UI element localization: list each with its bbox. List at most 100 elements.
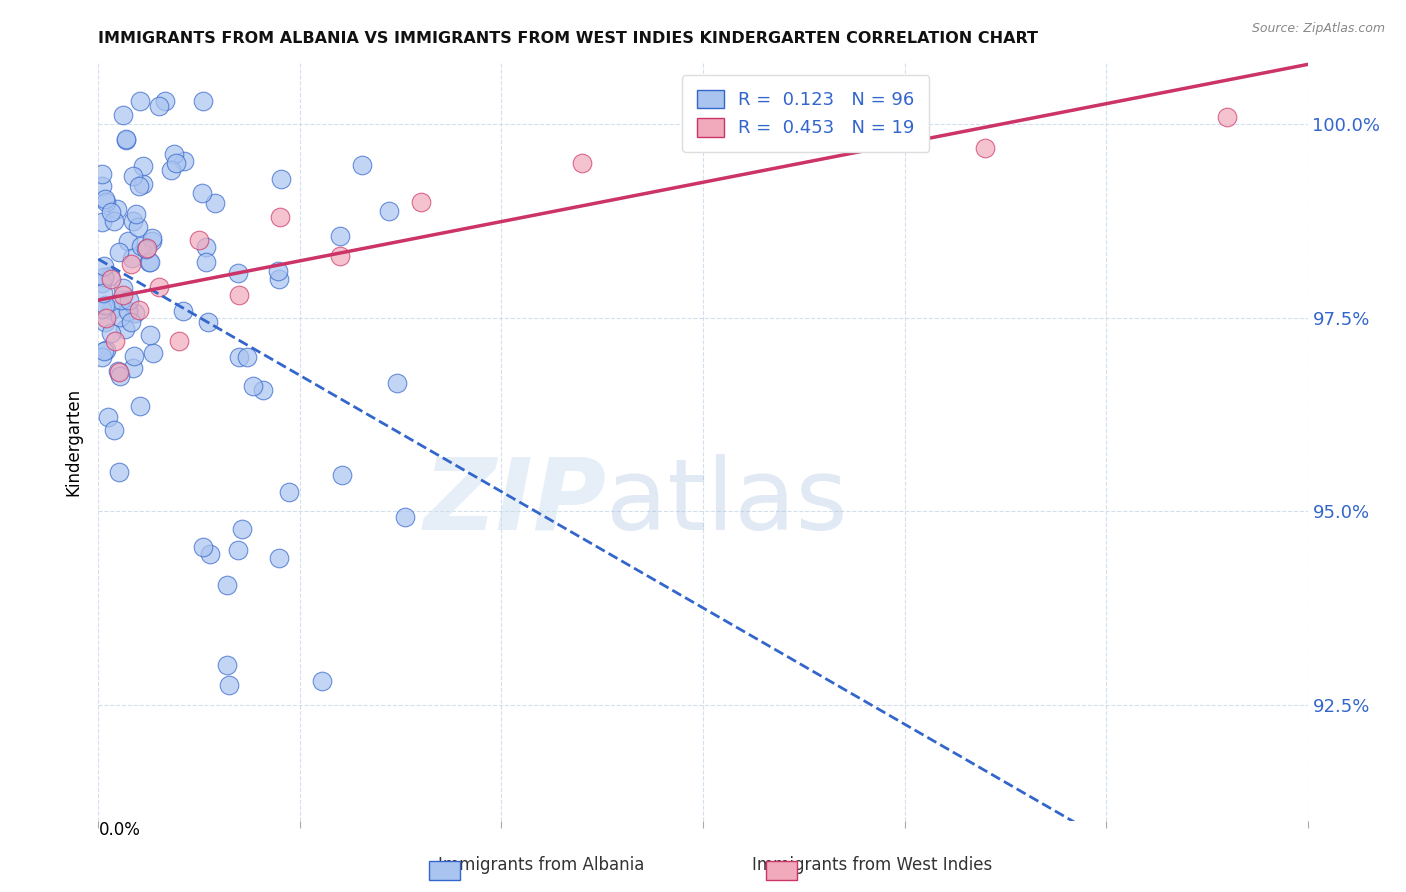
Point bbox=[269, 551, 291, 566]
Point bbox=[974, 140, 997, 154]
Point bbox=[128, 303, 150, 318]
Point bbox=[117, 303, 139, 318]
Point bbox=[141, 234, 163, 248]
Text: IMMIGRANTS FROM ALBANIA VS IMMIGRANTS FROM WEST INDIES KINDERGARTEN CORRELATION : IMMIGRANTS FROM ALBANIA VS IMMIGRANTS FR… bbox=[98, 31, 1039, 46]
Point bbox=[329, 249, 352, 263]
Point bbox=[142, 346, 165, 360]
Point bbox=[148, 280, 170, 294]
Point bbox=[91, 285, 114, 300]
Point bbox=[267, 271, 290, 285]
Point bbox=[1216, 110, 1239, 124]
Point bbox=[231, 523, 253, 537]
Point bbox=[172, 303, 194, 318]
Point bbox=[94, 343, 117, 357]
Point bbox=[128, 94, 150, 108]
Point bbox=[128, 179, 150, 194]
Point bbox=[96, 195, 118, 210]
Text: atlas: atlas bbox=[606, 454, 848, 550]
Point bbox=[127, 220, 149, 235]
Point bbox=[394, 510, 416, 524]
Point bbox=[378, 203, 401, 218]
Point bbox=[191, 540, 214, 554]
Point bbox=[121, 169, 143, 183]
Point bbox=[107, 465, 129, 479]
Point bbox=[267, 263, 290, 277]
Point bbox=[135, 241, 157, 255]
Point bbox=[93, 192, 115, 206]
Text: ZIP: ZIP bbox=[423, 454, 606, 550]
Point bbox=[91, 302, 114, 317]
Point bbox=[409, 194, 432, 209]
Point bbox=[107, 244, 129, 259]
Point bbox=[103, 334, 125, 348]
Point bbox=[107, 364, 129, 378]
Point bbox=[166, 156, 188, 170]
Point bbox=[215, 658, 238, 673]
Point bbox=[330, 468, 353, 483]
Point bbox=[91, 178, 114, 193]
Point bbox=[114, 133, 136, 147]
Point bbox=[132, 159, 155, 173]
Point bbox=[124, 306, 146, 320]
Point bbox=[129, 238, 152, 252]
Point bbox=[98, 268, 121, 283]
Point bbox=[94, 315, 117, 329]
Point bbox=[111, 108, 134, 122]
Point bbox=[160, 162, 183, 177]
Y-axis label: Kindergarten: Kindergarten bbox=[65, 387, 83, 496]
Point bbox=[91, 215, 114, 229]
Point bbox=[269, 210, 291, 224]
Point bbox=[125, 207, 148, 221]
Point bbox=[228, 350, 250, 364]
Point bbox=[139, 255, 162, 269]
Point bbox=[111, 287, 134, 301]
Point bbox=[153, 94, 176, 108]
Point bbox=[108, 369, 131, 384]
Point bbox=[228, 287, 250, 301]
Point bbox=[100, 303, 122, 318]
Point bbox=[163, 147, 186, 161]
Point bbox=[129, 399, 152, 413]
Point bbox=[148, 98, 170, 112]
Point bbox=[204, 196, 226, 211]
Point bbox=[242, 379, 264, 393]
Point bbox=[100, 205, 122, 219]
Point bbox=[103, 424, 125, 438]
Point bbox=[121, 251, 143, 265]
Point bbox=[120, 257, 142, 271]
Point bbox=[191, 186, 214, 200]
Point bbox=[352, 158, 374, 172]
Point bbox=[571, 156, 593, 170]
Point bbox=[173, 154, 195, 169]
Point bbox=[311, 674, 333, 689]
Point bbox=[100, 326, 122, 340]
Point bbox=[96, 310, 118, 325]
Point bbox=[236, 350, 259, 364]
Point bbox=[121, 361, 143, 376]
Point bbox=[111, 280, 134, 294]
Legend: R =  0.123   N = 96, R =  0.453   N = 19: R = 0.123 N = 96, R = 0.453 N = 19 bbox=[682, 75, 929, 152]
Point bbox=[93, 259, 115, 273]
Point bbox=[110, 293, 132, 307]
Text: 0.0%: 0.0% bbox=[98, 821, 141, 838]
Point bbox=[215, 578, 238, 592]
Point bbox=[117, 234, 139, 248]
Text: Immigrants from West Indies: Immigrants from West Indies bbox=[752, 856, 991, 874]
Point bbox=[100, 272, 122, 286]
Point bbox=[733, 133, 755, 147]
Point bbox=[138, 255, 160, 269]
Point bbox=[195, 255, 218, 269]
Point bbox=[139, 328, 162, 343]
Text: Immigrants from Albania: Immigrants from Albania bbox=[439, 856, 644, 874]
Point bbox=[193, 94, 215, 108]
Point bbox=[110, 310, 132, 325]
Point bbox=[270, 172, 292, 186]
Point bbox=[135, 242, 157, 256]
Point bbox=[91, 351, 114, 365]
Point bbox=[93, 343, 115, 358]
Point bbox=[115, 132, 138, 146]
Point bbox=[91, 276, 114, 290]
Point bbox=[167, 334, 190, 348]
Point bbox=[218, 678, 240, 692]
Point bbox=[228, 543, 250, 558]
